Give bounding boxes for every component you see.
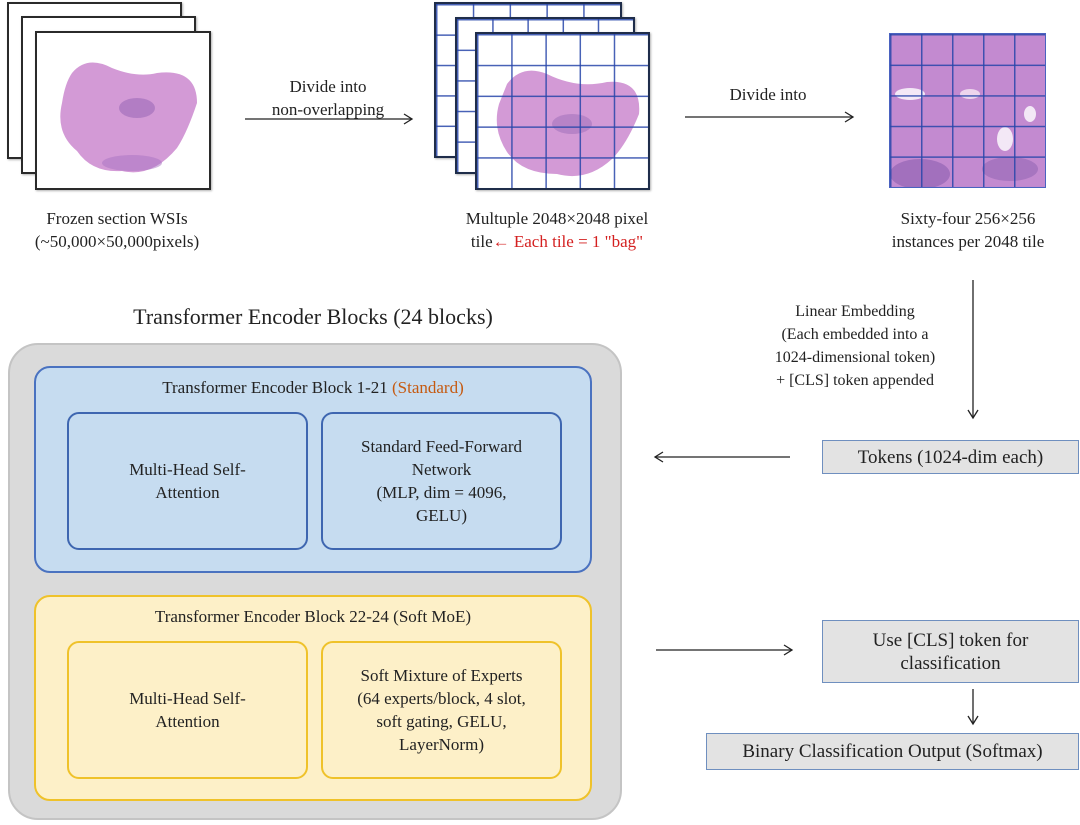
attention-line2: Attention (155, 712, 220, 731)
classification-output-box: Binary Classification Output (Softmax) (706, 733, 1079, 770)
label-line2: non-overlapping (271, 100, 385, 119)
moe-encoder-block: Transformer Encoder Block 22-24 (Soft Mo… (34, 595, 592, 801)
attention-line1: Multi-Head Self- (129, 689, 246, 708)
arrow-down-icon (967, 280, 979, 420)
attention-line2: Attention (155, 483, 220, 502)
instance-caption-line1: Sixty-four 256×256 (900, 209, 1036, 228)
label-line1: Divide into (289, 77, 367, 96)
ffn-line3: (MLP, dim = 4096, (376, 483, 507, 502)
embedding-line1: Linear Embedding (795, 303, 915, 320)
moe-attention-box: Multi-Head Self- Attention (67, 641, 308, 779)
soft-moe-box: Soft Mixture of Experts (64 experts/bloc… (321, 641, 562, 779)
wsi-caption-line2: (~50,000×50,000pixels) (34, 232, 200, 251)
tile-caption-line2: tile← Each tile = 1 "bag" (437, 230, 677, 253)
standard-attention-box: Multi-Head Self- Attention (67, 412, 308, 550)
moe-block-title: Transformer Encoder Block 22-24 (Soft Mo… (154, 607, 472, 626)
arrow-left-icon (653, 451, 790, 463)
ffn-line4: GELU) (416, 506, 467, 525)
cls-line2: classification (900, 652, 1001, 674)
arrow-right-icon (656, 644, 794, 656)
wsi-caption: Frozen section WSIs (~50,000×50,000pixel… (17, 207, 217, 253)
moe-line3: soft gating, GELU, (376, 712, 507, 731)
tile-caption: Multuple 2048×2048 pixel tile← Each tile… (437, 207, 677, 253)
bag-note: ← Each tile = 1 "bag" (492, 232, 644, 251)
output-label: Binary Classification Output (Softmax) (742, 741, 1043, 762)
wsi-caption-line1: Frozen section WSIs (46, 209, 188, 228)
instance-caption-line2: instances per 2048 tile (891, 232, 1045, 251)
moe-line2: (64 experts/block, 4 slot, (357, 689, 526, 708)
instance-caption: Sixty-four 256×256 instances per 2048 ti… (868, 207, 1068, 253)
standard-title-text: Transformer Encoder Block 1-21 (162, 378, 392, 397)
divide-non-overlapping-label: Divide into non-overlapping (248, 75, 408, 121)
tissue-section (60, 62, 197, 173)
divide-into-label: Divide into (729, 85, 807, 104)
tile-image-front (475, 32, 650, 190)
embedding-line3: 1024-dimensional token) (774, 349, 936, 366)
embedding-line2: (Each embedded into a (781, 326, 929, 343)
arrow-right-icon (685, 111, 855, 123)
linear-embedding-label: Linear Embedding (Each embedded into a 1… (745, 300, 965, 392)
cls-line1: Use [CLS] token for (872, 629, 1029, 651)
tile-caption-prefix: tile (470, 232, 493, 251)
moe-line4: LayerNorm) (399, 735, 484, 754)
encoder-title: Transformer Encoder Blocks (24 blocks) (133, 304, 493, 329)
ffn-line1: Standard Feed-Forward (361, 437, 522, 456)
cls-token-box: Use [CLS] token for classification (822, 620, 1079, 683)
tokens-box: Tokens (1024-dim each) (822, 440, 1079, 474)
embedding-line4: + [CLS] token appended (776, 372, 934, 389)
tokens-label: Tokens (1024-dim each) (857, 446, 1044, 468)
moe-line1: Soft Mixture of Experts (360, 666, 523, 685)
standard-tag: (Standard) (392, 378, 464, 397)
instance-patch-image (889, 33, 1046, 188)
tile-grid (477, 34, 648, 188)
tile-caption-line1: Multuple 2048×2048 pixel (465, 209, 649, 228)
attention-line1: Multi-Head Self- (129, 460, 246, 479)
arrow-right-icon (245, 113, 414, 125)
standard-block-title: Transformer Encoder Block 1-21 (Standard… (36, 378, 590, 398)
instance-grid (890, 34, 1045, 187)
wsi-image-front (35, 31, 211, 190)
standard-ffn-box: Standard Feed-Forward Network (MLP, dim … (321, 412, 562, 550)
arrow-down-icon (967, 689, 979, 726)
standard-encoder-block: Transformer Encoder Block 1-21 (Standard… (34, 366, 592, 573)
ffn-line2: Network (411, 460, 472, 479)
